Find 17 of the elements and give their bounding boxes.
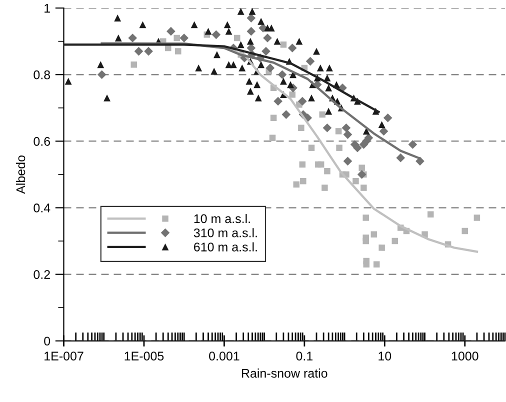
x-tick-label: 0.001	[209, 352, 240, 360]
x-tick-label: 1E-005	[124, 352, 164, 360]
y-tick-label: 0.8	[34, 70, 50, 80]
legend-label: 10 m a.s.l.	[194, 214, 250, 224]
y-tick-label: 0.2	[34, 270, 50, 279]
legend-label: 310 m a.s.l.	[194, 228, 257, 238]
y-tick-label: 0	[44, 336, 50, 346]
x-tick-label: 1E-007	[44, 352, 84, 360]
x-axis-title: Rain-snow ratio	[242, 368, 328, 378]
y-axis-title: Albedo	[16, 156, 26, 194]
y-tick-label: 1	[44, 4, 50, 13]
y-tick-label: 0.6	[34, 136, 50, 146]
x-tick-label: 1000	[452, 352, 478, 360]
x-tick-label: 10	[378, 352, 392, 360]
y-tick-label: 0.4	[34, 204, 50, 212]
x-tick-label: 0.1	[296, 352, 313, 360]
legend-label: 610 m a.s.l.	[194, 242, 257, 252]
